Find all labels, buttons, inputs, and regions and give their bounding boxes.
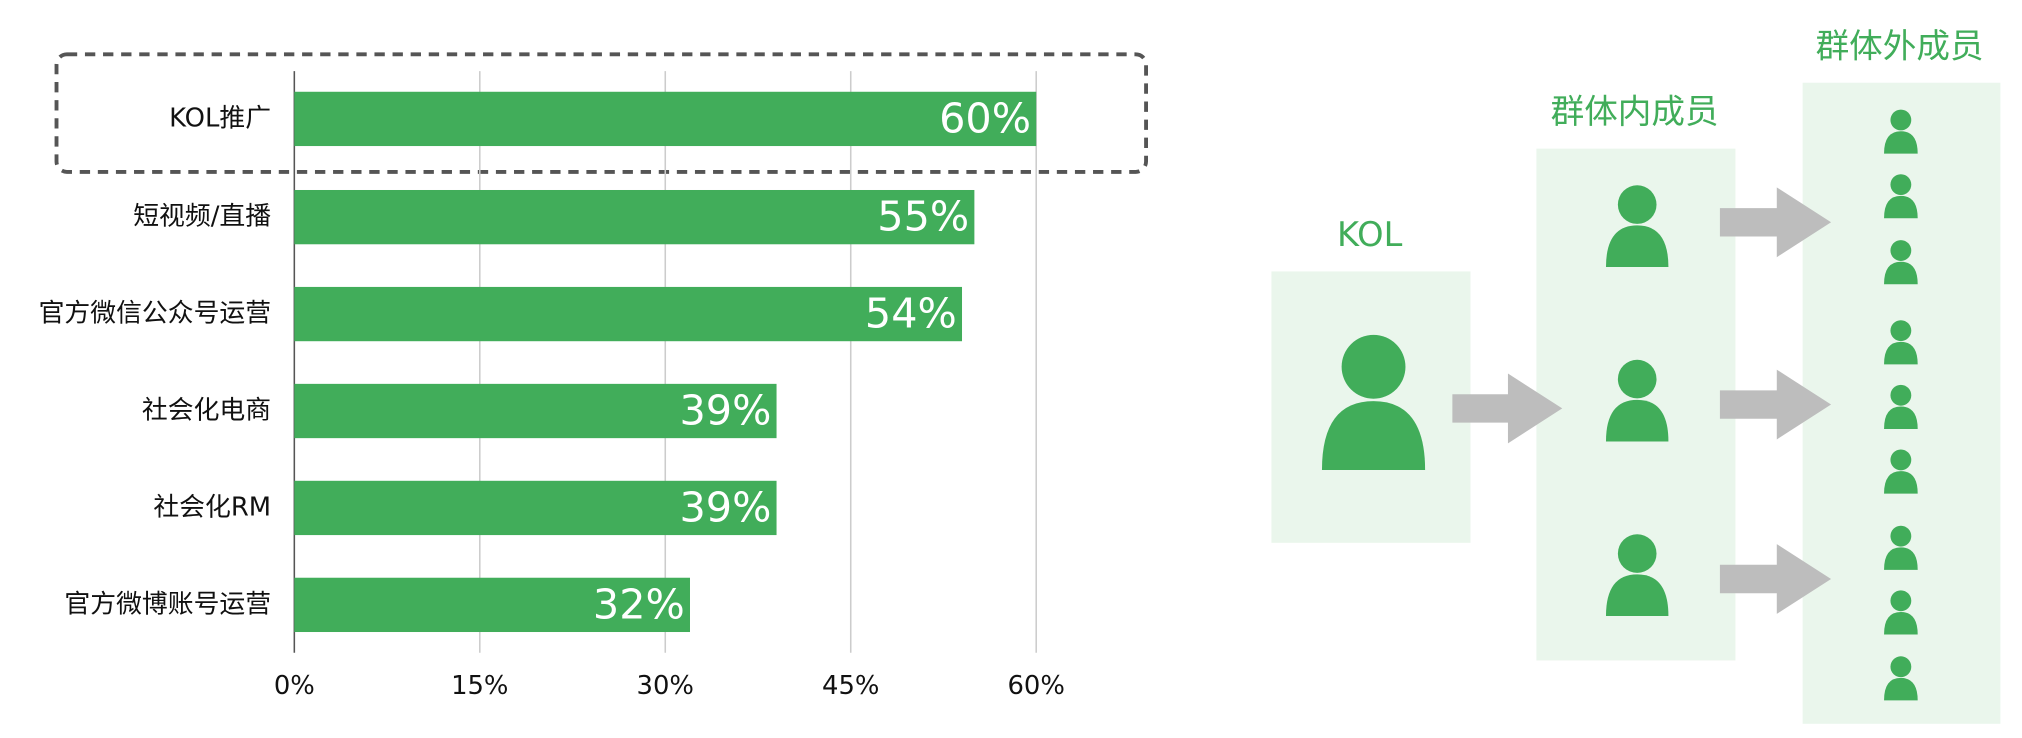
person-head	[1890, 656, 1912, 678]
person-body	[1884, 677, 1918, 701]
person-head	[1890, 240, 1912, 261]
person-head	[1890, 320, 1912, 342]
person-head	[1890, 525, 1912, 547]
value-label: 60%	[939, 94, 1031, 142]
value-label: 55%	[877, 193, 969, 241]
value-label: 39%	[679, 387, 771, 435]
x-tick-label: 0%	[274, 671, 315, 701]
arrow	[1719, 187, 1832, 258]
person-head	[1617, 359, 1657, 399]
person-head	[1341, 334, 1406, 399]
person-body	[1605, 399, 1669, 442]
person-body	[1605, 574, 1669, 616]
y-tick-label: 社会化电商	[142, 396, 271, 426]
person-body	[1884, 471, 1918, 494]
person-body	[1884, 131, 1918, 154]
person-head	[1617, 534, 1657, 573]
x-tick-label: 60%	[1007, 671, 1064, 701]
person-head	[1890, 590, 1912, 612]
y-tick-label: 社会化RM	[153, 492, 271, 522]
person-body	[1605, 225, 1669, 268]
value-label: 39%	[679, 484, 771, 532]
arrow	[1452, 373, 1563, 444]
person-head	[1617, 185, 1657, 224]
person-body	[1321, 401, 1426, 470]
bar	[294, 577, 690, 633]
arrow	[1719, 369, 1832, 440]
person-head	[1890, 174, 1912, 196]
x-tick-label: 15%	[451, 671, 508, 701]
person-body	[1884, 261, 1918, 285]
y-tick-label: KOL推广	[169, 103, 271, 133]
bar	[294, 480, 777, 536]
value-label: 54%	[865, 290, 957, 338]
x-tick-label: 30%	[637, 671, 694, 701]
bar	[294, 383, 777, 439]
value-label: 32%	[593, 580, 685, 628]
arrow	[1719, 544, 1832, 614]
person-body	[1884, 341, 1918, 365]
y-tick-label: 官方微博账号运营	[64, 589, 271, 619]
bar	[294, 286, 963, 342]
person-body	[1884, 547, 1918, 570]
bar	[294, 189, 975, 245]
person-body	[1884, 612, 1918, 635]
inner-label: 群体内成员	[1551, 92, 1719, 131]
person-head	[1890, 109, 1912, 131]
x-tick-label: 45%	[822, 671, 879, 701]
bar	[294, 91, 1037, 147]
person-body	[1884, 406, 1918, 429]
highlight-box	[54, 52, 1149, 174]
person-head	[1890, 384, 1912, 406]
person-head	[1890, 449, 1912, 471]
y-tick-label: 短视频/直播	[133, 202, 271, 232]
kol-label: KOL	[1337, 215, 1403, 254]
y-tick-label: 官方微信公众号运营	[39, 299, 271, 329]
person-body	[1884, 195, 1918, 219]
outer-label: 群体外成员	[1816, 26, 1984, 65]
